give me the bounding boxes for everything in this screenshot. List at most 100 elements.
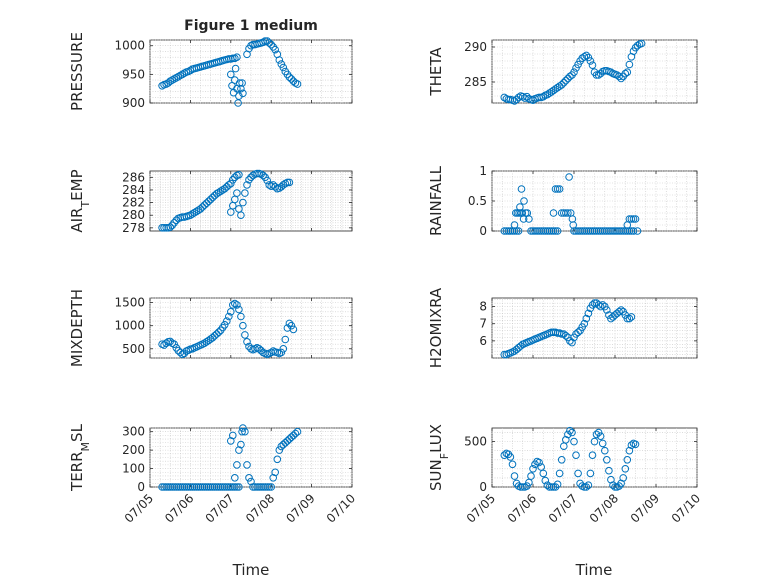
- data-point: [517, 185, 526, 193]
- data-point: [562, 76, 570, 85]
- data-point: [208, 483, 217, 491]
- x-tick-label: 07/06: [162, 491, 196, 525]
- data-point: [212, 483, 221, 491]
- x-tick-label: 07/06: [505, 491, 539, 525]
- data-point: [239, 424, 247, 432]
- y-axis-label-main: AIR: [68, 208, 86, 233]
- y-axis-label-suffix: SL: [68, 423, 86, 442]
- y-axis-label-main: MIXDEPTH: [68, 289, 86, 367]
- y-tick-label: 900: [122, 96, 145, 110]
- data-point: [283, 178, 292, 187]
- data-point: [279, 63, 288, 72]
- subplot-8: 0 500 07/05 07/06 07/07 07/08 07/09 07/10 SUNFLU…: [427, 424, 703, 526]
- data-point: [229, 176, 237, 184]
- data-point: [220, 184, 229, 193]
- x-tick-label: 07/10: [669, 491, 703, 525]
- subplot-6: 6 7 8 H2OMIXRA: [427, 287, 698, 368]
- data-point: [625, 60, 634, 69]
- data-point: [633, 227, 642, 235]
- data-point: [506, 453, 515, 461]
- data-point: [603, 306, 611, 314]
- data-point: [229, 301, 237, 309]
- data-point: [549, 209, 558, 217]
- data-point: [629, 215, 638, 223]
- data-point: [174, 483, 183, 491]
- data-point: [180, 483, 189, 491]
- y-axis-label: AIRTEMP: [68, 169, 92, 232]
- data-point: [168, 221, 176, 230]
- data-point: [269, 181, 278, 189]
- y-tick-label: 290: [464, 40, 487, 54]
- data-point: [178, 70, 187, 79]
- data-point: [617, 74, 625, 83]
- y-axis-label-suffix: LUX: [427, 424, 445, 453]
- data-point: [178, 483, 187, 491]
- data-point: [574, 328, 582, 337]
- y-axis-label-suffix: EMP: [68, 169, 86, 200]
- data-point: [285, 178, 294, 187]
- data-point: [598, 301, 607, 309]
- y-tick-label: 1500: [114, 296, 145, 310]
- data-point: [238, 79, 246, 87]
- data-point: [233, 53, 241, 62]
- data-point: [584, 227, 593, 235]
- data-point: [617, 306, 625, 314]
- data-point: [619, 474, 628, 482]
- data-point: [516, 203, 524, 211]
- data-point: [239, 89, 247, 98]
- data-point: [637, 39, 646, 48]
- data-point: [170, 219, 178, 227]
- data-point: [293, 427, 302, 436]
- y-axis-label: THETA: [427, 47, 445, 97]
- data-point: [162, 339, 170, 348]
- data-point: [235, 171, 243, 179]
- data-point: [568, 215, 577, 223]
- data-point: [265, 483, 274, 491]
- data-point: [568, 428, 576, 437]
- data-point: [623, 314, 632, 323]
- y-tick-label: 950: [122, 67, 145, 81]
- data-point: [584, 309, 593, 318]
- data-point: [523, 482, 531, 490]
- data-point: [202, 199, 211, 207]
- data-point: [271, 45, 280, 54]
- data-point: [568, 338, 576, 347]
- data-point: [611, 227, 619, 235]
- y-tick-label: 0: [479, 224, 487, 238]
- y-tick-label: 6: [479, 334, 487, 348]
- data-point: [529, 96, 537, 104]
- data-point: [172, 216, 181, 225]
- data-point: [231, 64, 240, 73]
- data-point: [164, 483, 172, 491]
- data-point: [569, 221, 578, 229]
- data-point: [572, 451, 580, 460]
- data-point: [586, 227, 595, 235]
- y-axis-label-main: THETA: [427, 47, 445, 97]
- y-tick-label: 286: [122, 170, 145, 184]
- y-tick-label: 200: [122, 443, 145, 457]
- data-point: [287, 75, 296, 83]
- data-point: [257, 483, 265, 491]
- y-axis-label: RAINFALL: [427, 165, 445, 236]
- y-tick-label: 100: [122, 462, 145, 476]
- data-point: [596, 432, 605, 441]
- data-point: [291, 429, 300, 438]
- data-point: [229, 54, 237, 63]
- data-point: [239, 321, 247, 330]
- data-point: [229, 483, 237, 491]
- data-point: [227, 70, 235, 79]
- data-point: [243, 461, 251, 469]
- data-point: [235, 79, 244, 87]
- data-point: [225, 181, 233, 189]
- data-point: [231, 299, 239, 308]
- data-point: [574, 469, 582, 478]
- data-point: [184, 483, 193, 491]
- data-point: [261, 483, 269, 491]
- data-point: [225, 312, 233, 321]
- y-axis-label: SUNFLUX: [427, 424, 451, 491]
- data-point: [237, 211, 245, 219]
- data-point: [588, 61, 597, 69]
- data-point: [609, 227, 617, 235]
- data-point: [633, 41, 642, 50]
